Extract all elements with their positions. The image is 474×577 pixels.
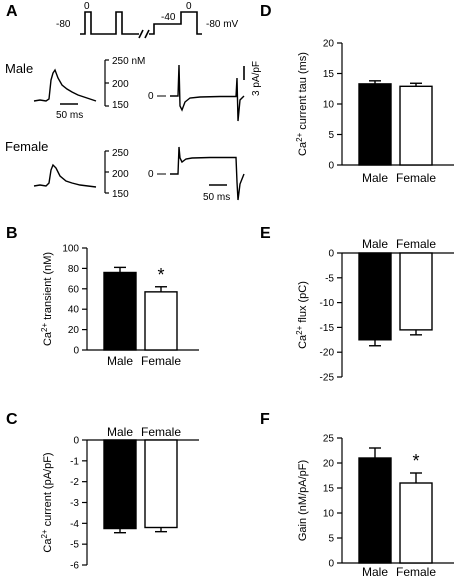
b-y-tick-label: 60 xyxy=(68,284,80,295)
f-y-tick-label: 20 xyxy=(323,459,335,470)
c-y-tick-label: -3 xyxy=(70,498,79,509)
voltage-protocol xyxy=(80,11,202,39)
b-y-tick-label: 40 xyxy=(68,305,80,316)
c-y-axis-label: Ca2+ current (pA/pF) xyxy=(40,452,55,552)
c-y-tick-label: -6 xyxy=(70,561,79,572)
c-y-tick-label: -5 xyxy=(70,540,79,551)
b-category-label: Male xyxy=(107,354,133,368)
d-y-tick-label: 0 xyxy=(328,161,334,172)
b-y-axis-label: Ca2+ transient (nM) xyxy=(40,252,55,346)
male-transient-tick-250: 250 nM xyxy=(112,56,145,67)
f-y-tick-label: 15 xyxy=(323,484,335,495)
b-category-label: Female xyxy=(141,354,181,368)
protocol-step2-label: 0 xyxy=(186,1,192,12)
panel-label-f: F xyxy=(260,411,270,428)
f-y-tick-label: 10 xyxy=(323,509,335,520)
f-category-label: Female xyxy=(396,565,436,577)
e-y-tick-label: 0 xyxy=(328,249,334,260)
f-bar-female xyxy=(399,482,433,564)
panel-label-a: A xyxy=(6,3,18,20)
d-y-axis-label: Ca2+ current tau (ms) xyxy=(295,52,310,156)
e-y-tick-label: -5 xyxy=(325,273,334,284)
chart-f-gain: 0 5 10 15 20 25 Male Female * Gain (nM/pA/pF) xyxy=(297,434,454,577)
male-transient-tick-200: 200 xyxy=(112,79,129,90)
e-y-axis-label: Ca2+ flux (pC) xyxy=(295,281,310,349)
c-y-tick-label: -4 xyxy=(70,519,79,530)
c-bar-male xyxy=(103,439,137,530)
d-category-label: Male xyxy=(362,171,388,185)
female-transient-tick-250: 250 xyxy=(112,148,129,159)
e-y-tick-label: -20 xyxy=(320,348,335,359)
panel-label-d: D xyxy=(260,3,272,20)
e-y-tick-label: -25 xyxy=(320,373,335,384)
f-bar-male xyxy=(358,457,392,564)
f-y-tick-label: 5 xyxy=(328,534,334,545)
b-y-tick-label: 20 xyxy=(68,325,80,336)
female-calcium-transient-trace xyxy=(33,163,97,188)
d-y-tick-label: 10 xyxy=(323,100,335,111)
c-category-label: Male xyxy=(107,425,133,439)
b-bar-male xyxy=(103,271,137,351)
protocol-step1-label: 0 xyxy=(84,1,90,12)
f-y-tick-label: 25 xyxy=(323,434,335,445)
d-bar-female xyxy=(399,85,433,166)
panel-label-e: E xyxy=(260,225,271,242)
b-y-tick-label: 0 xyxy=(73,346,79,357)
protocol-holding-label: -80 xyxy=(56,19,71,30)
f-y-axis-label: Gain (nM/pA/pF) xyxy=(297,460,309,541)
c-y-tick-label: 0 xyxy=(73,436,79,447)
b-significance-marker: * xyxy=(157,265,164,285)
d-y-tick-label: 15 xyxy=(323,69,335,80)
e-y-tick-label: -10 xyxy=(320,298,335,309)
e-y-tick-label: -15 xyxy=(320,323,335,334)
female-transient-tick-200: 200 xyxy=(112,169,129,180)
d-bar-male xyxy=(358,83,392,166)
e-category-label: Male xyxy=(362,237,388,251)
current-time-scale-label: 50 ms xyxy=(203,192,230,203)
female-transient-tick-150: 150 xyxy=(112,189,129,200)
chart-d-current-tau: 0 5 10 15 20 Male Female Ca2+ current tau (ms) xyxy=(295,39,454,185)
trace-female-label: Female xyxy=(5,139,48,154)
b-y-tick-label: 80 xyxy=(68,264,80,275)
panel-label-c: C xyxy=(6,411,18,428)
f-significance-marker: * xyxy=(412,451,419,471)
male-transient-time-scale-label: 50 ms xyxy=(56,110,83,121)
trace-male-label: Male xyxy=(5,61,33,76)
d-category-label: Female xyxy=(396,171,436,185)
c-bar-female xyxy=(144,439,178,529)
b-bar-female xyxy=(144,291,178,351)
f-category-label: Male xyxy=(362,565,388,577)
d-y-tick-label: 5 xyxy=(328,130,334,141)
male-transient-tick-150: 150 xyxy=(112,100,129,111)
protocol-prepulse-label: -40 xyxy=(161,12,176,23)
female-transient-axis xyxy=(104,150,109,194)
protocol-end-label: -80 mV xyxy=(206,19,239,30)
male-transient-axis xyxy=(104,59,109,107)
panel-label-b: B xyxy=(6,225,18,242)
f-y-tick-label: 0 xyxy=(328,559,334,570)
c-y-tick-label: -2 xyxy=(70,477,79,488)
e-bar-male xyxy=(358,252,392,341)
male-current-zero-label: 0 xyxy=(148,91,154,102)
d-y-tick-label: 20 xyxy=(323,39,335,50)
e-category-label: Female xyxy=(396,237,436,251)
chart-b-calcium-transient: 0 20 40 60 80 100 Male Female * Ca2+ transient (n… xyxy=(40,244,199,368)
male-calcium-transient-trace xyxy=(33,68,97,102)
female-calcium-current-trace xyxy=(170,146,245,201)
female-current-zero-label: 0 xyxy=(148,169,154,180)
chart-c-calcium-current: 0 -1 -2 -3 -4 -5 -6 Male Female Ca2+ current (pA/… xyxy=(40,425,199,572)
male-calcium-current-trace xyxy=(170,64,245,122)
chart-e-calcium-flux: 0 -5 -10 -15 -20 -25 Male Female Ca2+ flux (pC) xyxy=(295,237,454,384)
c-category-label: Female xyxy=(141,425,181,439)
e-bar-female xyxy=(399,252,433,331)
c-y-tick-label: -1 xyxy=(70,456,79,467)
b-y-tick-label: 100 xyxy=(62,244,79,255)
current-amplitude-scale-label: 3 pA/pF xyxy=(251,61,262,96)
